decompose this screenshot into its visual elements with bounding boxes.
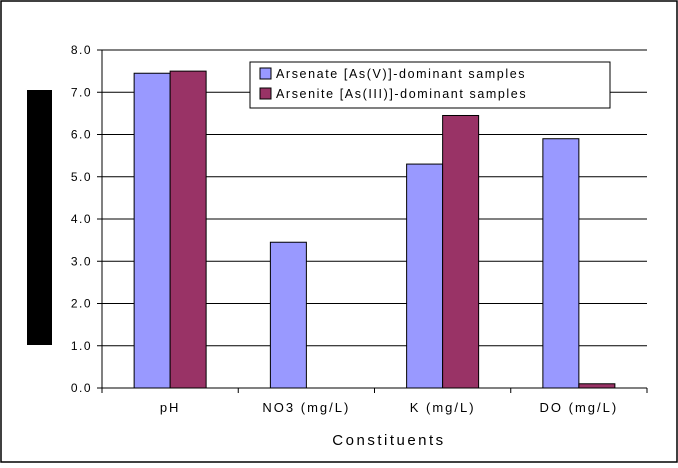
bar-arsenite-0 xyxy=(169,70,207,389)
y-tick-label: 1.0 xyxy=(71,339,92,353)
bar-arsenate-1 xyxy=(269,241,307,389)
x-category-label: pH xyxy=(160,400,181,415)
y-tick-label: 2.0 xyxy=(71,297,92,311)
bar-arsenate-2 xyxy=(406,163,444,389)
axes xyxy=(101,50,648,393)
legend-entry-arsenite: Arsenite [As(III)]-dominant samples xyxy=(276,87,527,101)
x-category-label: DO (mg/L) xyxy=(540,400,619,415)
y-axis-title-redaction xyxy=(27,90,52,345)
x-category-label: K (mg/L) xyxy=(410,400,476,415)
y-tick-labels: 0.0 1.0 2.0 3.0 4.0 5.0 6.0 7.0 8.0 xyxy=(71,43,92,395)
bar-arsenate-0 xyxy=(133,72,171,389)
y-tick-label: 3.0 xyxy=(71,254,92,268)
y-tick-label: 4.0 xyxy=(71,212,92,226)
bar-arsenate-3 xyxy=(542,138,580,389)
x-category-label: NO3 (mg/L) xyxy=(262,400,350,415)
x-category-labels: pH NO3 (mg/L) K (mg/L) DO (mg/L) xyxy=(160,400,619,415)
legend-entry-arsenate: Arsenate [As(V)]-dominant samples xyxy=(276,67,526,81)
legend-swatch-arsenate xyxy=(259,67,272,80)
legend-swatch-arsenite xyxy=(259,87,272,100)
y-tick-label: 7.0 xyxy=(71,85,92,99)
y-tick-label: 0.0 xyxy=(71,381,92,395)
bar-arsenite-3 xyxy=(578,383,616,389)
legend-box xyxy=(249,61,611,109)
y-tick-label: 8.0 xyxy=(71,43,92,57)
bars xyxy=(133,70,616,389)
bar-arsenite-2 xyxy=(442,114,480,389)
y-tick-label: 6.0 xyxy=(71,128,92,142)
legend: Arsenate [As(V)]-dominant samples Arseni… xyxy=(249,61,611,109)
y-tick-label: 5.0 xyxy=(71,170,92,184)
x-axis-title: Constituents xyxy=(332,432,445,449)
